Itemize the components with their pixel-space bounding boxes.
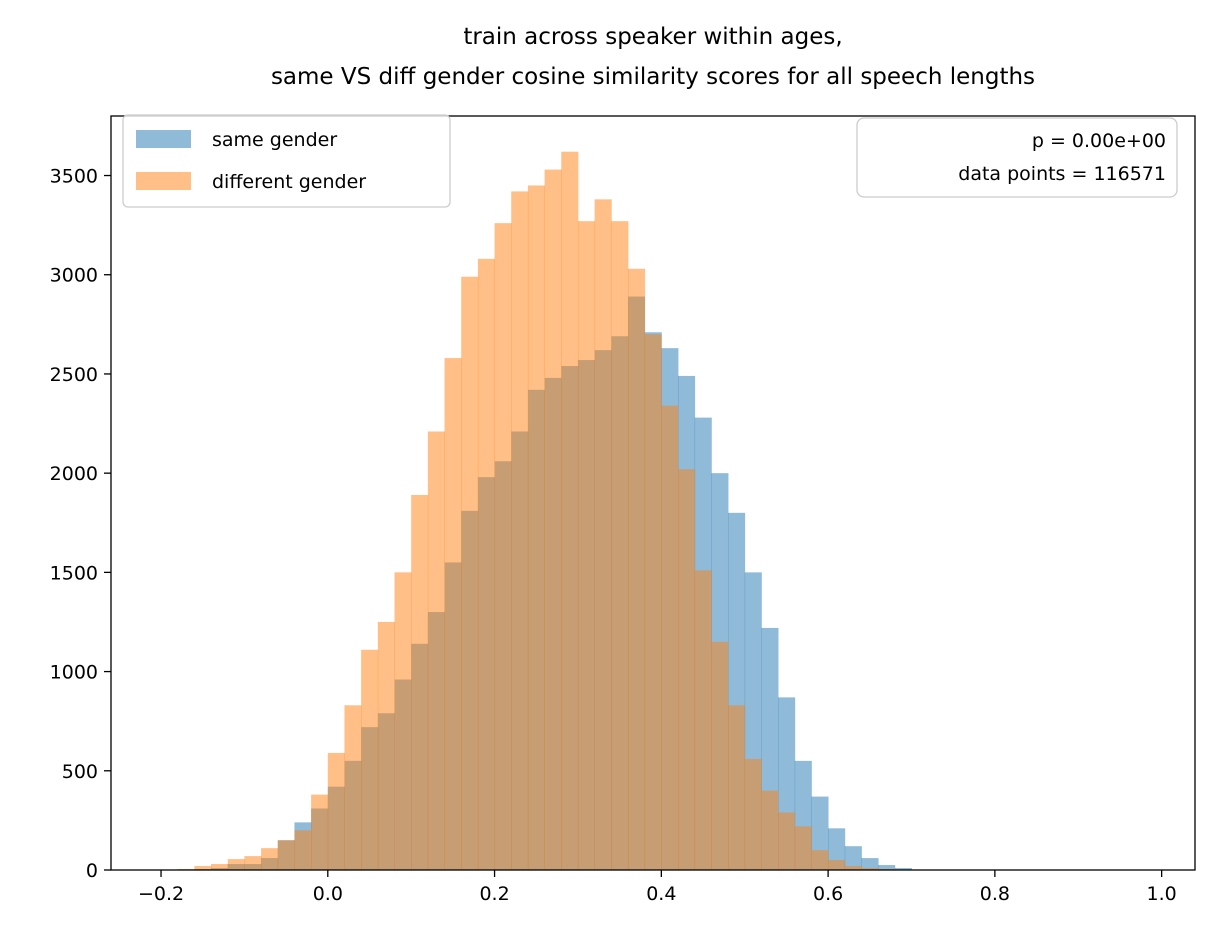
different-gender-bar — [561, 151, 579, 871]
different-gender-bar — [294, 830, 312, 870]
different-gender-bar — [828, 860, 846, 870]
different-gender-bar — [377, 621, 395, 870]
different-gender-bar — [594, 199, 612, 871]
x-tick-label: 0.4 — [646, 883, 676, 905]
legend-swatch-same-gender — [136, 130, 191, 148]
chart-title: train across speaker within ages, — [463, 24, 842, 50]
different-gender-bar — [227, 859, 245, 870]
same-gender-bar — [894, 868, 912, 870]
x-tick-label: 0.0 — [313, 883, 343, 905]
stats-annotation-box — [856, 117, 1178, 198]
different-gender-bar — [394, 572, 412, 870]
different-gender-bar — [728, 705, 746, 870]
different-gender-bar — [311, 794, 329, 870]
y-tick-label: 2000 — [50, 463, 98, 485]
different-gender-bar — [461, 276, 479, 871]
y-tick-label: 3500 — [50, 166, 98, 188]
different-gender-bar — [494, 223, 512, 870]
different-gender-bar — [427, 431, 445, 870]
different-gender-bar — [611, 221, 629, 870]
different-gender-bar — [327, 752, 345, 870]
different-gender-bar — [811, 850, 829, 870]
different-gender-bar — [511, 191, 529, 870]
same-gender-bar — [828, 828, 846, 870]
different-gender-bar — [277, 840, 295, 870]
different-gender-bar — [261, 848, 279, 870]
different-gender-bar — [744, 758, 762, 870]
different-gender-bar — [361, 649, 379, 870]
different-gender-bar — [411, 494, 429, 870]
different-gender-bar — [678, 469, 696, 870]
y-tick-label: 3000 — [50, 265, 98, 287]
y-tick-label: 1500 — [50, 562, 98, 584]
different-gender-bar — [244, 856, 262, 870]
legend-label-same-gender: same gender — [212, 129, 337, 151]
y-axis: 0 500 1000 1500 2000 2500 3000 3500 — [50, 166, 111, 882]
different-gender-bar — [644, 334, 662, 870]
y-tick-label: 500 — [62, 761, 98, 783]
different-gender-bar — [444, 358, 462, 870]
data-points-text: data points = 116571 — [958, 163, 1166, 185]
legend-box — [122, 114, 451, 208]
legend-label-different-gender: different gender — [212, 171, 366, 193]
different-gender-bar — [544, 169, 562, 870]
p-value-text: p = 0.00e+00 — [1032, 130, 1166, 152]
x-tick-label: 0.6 — [813, 883, 843, 905]
different-gender-bar — [661, 405, 679, 870]
different-gender-bar — [711, 641, 729, 870]
different-gender-bar — [794, 826, 812, 870]
different-gender-bar — [844, 866, 862, 870]
legend-swatch-different-gender — [136, 172, 191, 190]
different-gender-bar — [761, 790, 779, 870]
x-tick-label: 0.2 — [479, 883, 509, 905]
different-gender-bar — [211, 864, 229, 870]
x-axis: −0.2 0.0 0.2 0.4 0.6 0.8 1.0 — [138, 870, 1177, 905]
y-tick-label: 2500 — [50, 364, 98, 386]
x-tick-label: 0.8 — [980, 883, 1010, 905]
same-gender-bar — [844, 846, 862, 870]
different-gender-bar — [194, 866, 212, 870]
chart-subtitle: same VS diff gender cosine similarity sc… — [271, 64, 1035, 90]
x-tick-label: 1.0 — [1147, 883, 1177, 905]
different-gender-bar — [477, 258, 495, 870]
different-gender-bar — [627, 268, 646, 870]
same-gender-bar — [861, 858, 879, 870]
different-gender-bar — [527, 185, 545, 870]
different-gender-bar — [577, 221, 596, 870]
different-gender-bar — [694, 570, 712, 870]
x-tick-label: −0.2 — [138, 883, 184, 905]
different-gender-bar — [778, 812, 796, 870]
different-gender-bar — [344, 705, 362, 870]
stats-annotation: p = 0.00e+00 data points = 116571 — [856, 117, 1178, 198]
legend: same gender different gender — [122, 114, 451, 208]
y-tick-label: 1000 — [50, 662, 98, 684]
plot-frame — [110, 115, 1196, 871]
same-gender-bar — [878, 865, 896, 870]
y-tick-label: 0 — [86, 860, 98, 882]
different-gender-bar — [861, 868, 879, 870]
different-gender-bars — [177, 151, 896, 871]
